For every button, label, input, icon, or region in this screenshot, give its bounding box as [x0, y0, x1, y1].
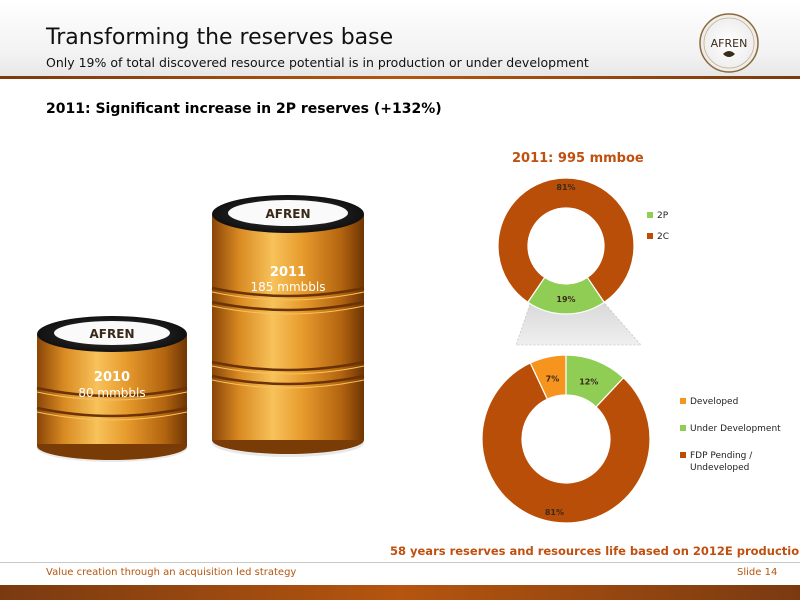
barrel-2010-value: 80 mmbbls: [78, 386, 145, 400]
barrel-2011-value: 185 mmbbls: [251, 280, 326, 294]
svg-text:AFREN: AFREN: [711, 37, 748, 50]
donut-label-2c: 81%: [556, 183, 575, 192]
slide-number: Slide 14: [737, 567, 778, 578]
donut-top-title: 2011: 995 mmboe: [512, 151, 644, 166]
donut-slice-2c: [497, 177, 635, 304]
barrel-2011-brand: AFREN: [266, 207, 311, 221]
legend-2p-2c: 2P 2C: [647, 211, 669, 242]
afren-logo: AFREN: [699, 13, 759, 73]
donut-chart-2p-2c: 19% 81%: [497, 177, 635, 315]
donut-label-under-development: 12%: [579, 377, 598, 386]
barrel-2010-year: 2010: [94, 370, 130, 385]
legend-label-under-development: Under Development: [690, 424, 781, 434]
legend-swatch-2p: [647, 212, 653, 218]
footer-rule: [0, 562, 800, 563]
legend-swatch-fdp-pending-undeveloped: [680, 452, 686, 458]
barrel-2010-brand: AFREN: [90, 327, 135, 341]
donut-label-2p: 19%: [556, 295, 575, 304]
donut-chart-development: 7% 12% 81%: [481, 354, 651, 524]
header-rule: [0, 76, 800, 79]
donut-label-developed: 7%: [546, 374, 560, 383]
legend-swatch-2c: [647, 233, 653, 239]
legend-label-fdp-pending-undeveloped: FDP Pending / Undeveloped: [690, 451, 753, 473]
legend-label-2c: 2C: [657, 232, 669, 242]
barrel-2011-year: 2011: [270, 265, 306, 280]
barrel-2011: AFREN 2011 185 mmbbls: [211, 195, 365, 457]
legend-label-2p: 2P: [657, 211, 669, 221]
footer-bar: [0, 585, 800, 600]
slide-header: [0, 0, 800, 78]
slide-subtitle: Only 19% of total discovered resource po…: [46, 55, 589, 70]
legend-swatch-developed: [680, 398, 686, 404]
legend-swatch-under-development: [680, 425, 686, 431]
reserves-life-note: 58 years reserves and resources life bas…: [390, 544, 800, 558]
donut-label-fdp-pending-undeveloped: 81%: [545, 508, 564, 517]
footer-tagline: Value creation through an acquisition le…: [46, 567, 297, 578]
slide-title: Transforming the reserves base: [46, 25, 394, 50]
section-heading: 2011: Significant increase in 2P reserve…: [46, 101, 442, 117]
barrel-2010: AFREN 2010 80 mmbbls: [36, 316, 188, 462]
donut-slice-fdp-pending-undeveloped: [481, 362, 651, 524]
legend-label-developed: Developed: [690, 397, 738, 407]
legend-development: Developed Under Development FDP Pending / U…: [680, 397, 781, 473]
